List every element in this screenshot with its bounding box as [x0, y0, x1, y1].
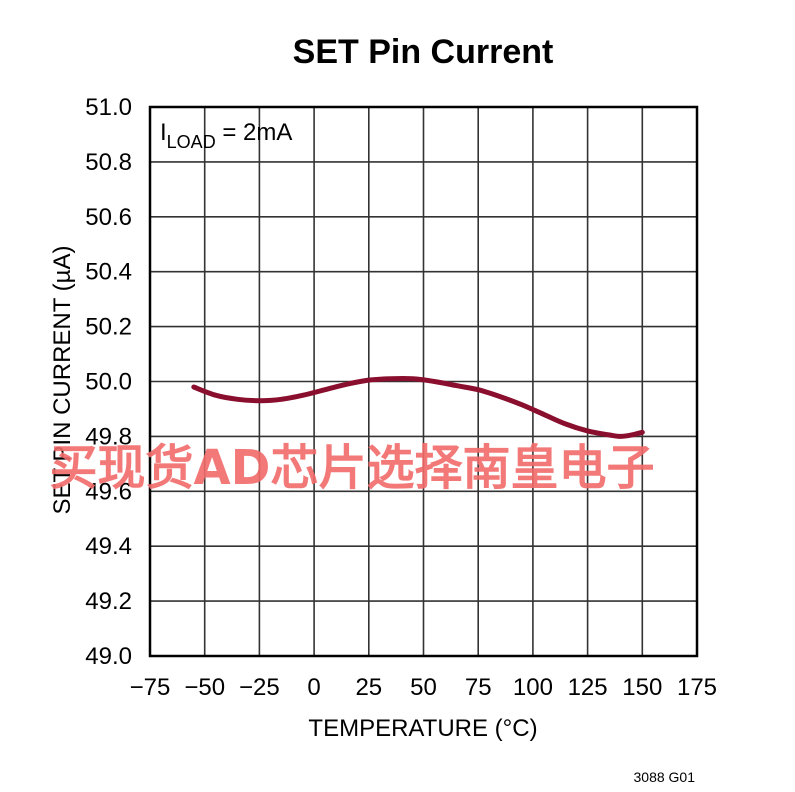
- annotation-main: I: [160, 119, 167, 146]
- figure-id: 3088 G01: [634, 769, 696, 785]
- x-tick-label: 175: [677, 674, 717, 701]
- y-tick-label: 49.8: [85, 423, 132, 450]
- chart-title: SET Pin Current: [293, 33, 554, 71]
- y-tick-labels: 49.0 49.2 49.4 49.6 49.8 50.0 50.2 50.4 50.6 50.8…: [85, 94, 132, 670]
- y-tick-label: 50.4: [85, 259, 132, 286]
- y-tick-label: 49.0: [85, 643, 132, 670]
- x-tick-label: −25: [239, 674, 280, 701]
- y-axis-label: SET PIN CURRENT (µA): [49, 246, 76, 515]
- annotation-subscript: LOAD: [167, 132, 216, 152]
- y-tick-label: 49.2: [85, 588, 132, 615]
- x-axis-label: TEMPERATURE (°C): [308, 715, 537, 742]
- x-tick-label: 100: [513, 674, 553, 701]
- y-tick-label: 50.0: [85, 369, 132, 396]
- y-tick-label: 49.6: [85, 478, 132, 505]
- x-tick-label: 125: [568, 674, 608, 701]
- x-tick-label: 0: [307, 674, 320, 701]
- x-tick-label: −50: [184, 674, 225, 701]
- x-tick-label: 150: [622, 674, 662, 701]
- watermark-text: 买现货AD芯片选择南皇电子: [50, 440, 655, 496]
- y-tick-label: 50.2: [85, 314, 132, 341]
- y-tick-label: 50.6: [85, 204, 132, 231]
- x-tick-labels: −75 −50 −25 0 25 50 75 100 125 150 175: [130, 674, 717, 701]
- y-tick-label: 49.4: [85, 533, 132, 560]
- x-tick-label: 25: [355, 674, 382, 701]
- load-annotation: ILOAD = 2mA: [160, 119, 292, 152]
- y-tick-label: 51.0: [85, 94, 132, 121]
- y-tick-label: 50.8: [85, 149, 132, 176]
- plot-frame: [148, 105, 699, 658]
- x-tick-label: −75: [130, 674, 171, 701]
- series-line: [191, 376, 645, 439]
- x-tick-label: 75: [465, 674, 492, 701]
- series-layer: [191, 376, 645, 439]
- annotation-rest: = 2mA: [216, 119, 293, 146]
- x-tick-label: 50: [410, 674, 437, 701]
